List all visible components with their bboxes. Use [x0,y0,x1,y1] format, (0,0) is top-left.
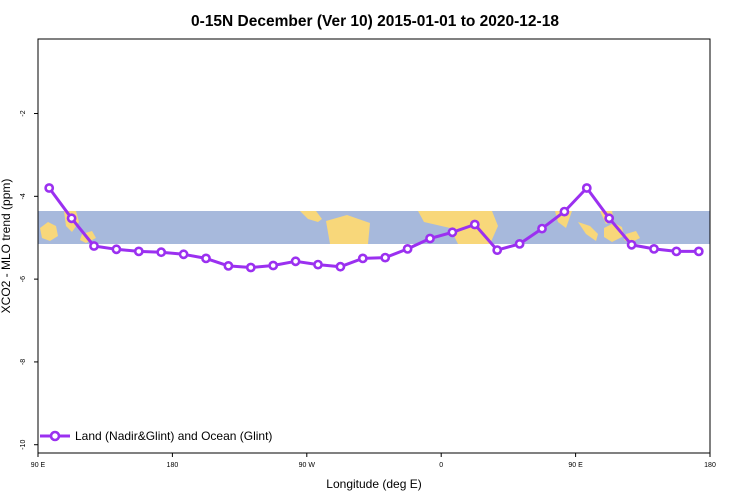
data-point-0-17 [425,233,435,244]
data-point-0-8 [223,260,234,271]
land-central-america [300,211,322,222]
plot-frame [37,38,711,454]
legend-label: Land (Nadir&Glint) and Ocean (Glint) [75,429,272,443]
data-point-0-14 [357,253,368,264]
y-tick-label-2: -6 [20,276,27,282]
data-point-0-0 [44,183,55,193]
data-point-0-23 [559,206,570,217]
data-point-0-1 [66,213,77,224]
data-point-0-13 [335,261,346,272]
data-point-0-3 [111,244,122,255]
data-point-0-7 [201,253,211,264]
data-point-0-20 [492,245,503,255]
x-tick-label-2: 90 W [299,462,316,469]
data-point-0-16 [402,243,413,254]
y-tick-label-1: -4 [20,193,27,199]
data-point-0-24 [581,183,592,193]
data-point-0-21 [514,238,525,249]
data-point-0-2 [89,241,99,251]
y-tick-label-3: -8 [20,359,27,365]
y-tick-label-4: -10 [20,440,27,450]
x-tick-label-5: 180 [704,462,716,469]
data-point-0-25 [604,213,615,224]
ocean-band [38,211,710,244]
x-tick-label-0: 90 E [31,462,46,469]
data-point-0-5 [156,247,167,258]
data-point-0-22 [537,223,547,234]
data-point-0-6 [178,249,189,260]
x-axis-label: Longitude (deg E) [326,477,421,491]
legend-marker [49,430,61,442]
chart-title: 0-15N December (Ver 10) 2015-01-01 to 20… [191,13,559,30]
series-layer [44,183,704,273]
x-tick-label-3: 0 [439,462,443,469]
data-point-0-15 [380,252,391,263]
land-borneo [40,222,58,241]
y-axis-label: XCO2 - MLO trend (ppm) [0,179,13,314]
legend: Land (Nadir&Glint) and Ocean (Glint) [40,429,272,443]
data-point-0-27 [649,243,659,254]
data-point-0-28 [671,246,682,257]
data-point-0-18 [447,227,458,238]
data-point-0-26 [626,239,637,250]
data-point-0-9 [245,262,256,273]
land-south-america [326,215,370,244]
data-point-0-29 [693,246,704,257]
land-africa [418,211,498,244]
x-axis: 90 E 180 90 W 0 90 E 180 [31,453,716,469]
y-axis: -2 -4 -6 -8 -10 [20,110,38,450]
x-tick-label-1: 180 [167,462,179,469]
y-tick-label-0: -2 [20,110,27,116]
data-point-0-11 [290,256,301,267]
data-point-0-10 [268,260,279,271]
data-point-0-19 [469,219,480,230]
x-tick-label-4: 90 E [568,462,583,469]
data-point-0-4 [133,246,144,257]
land-sumatra [578,222,598,241]
data-point-0-12 [313,259,323,270]
